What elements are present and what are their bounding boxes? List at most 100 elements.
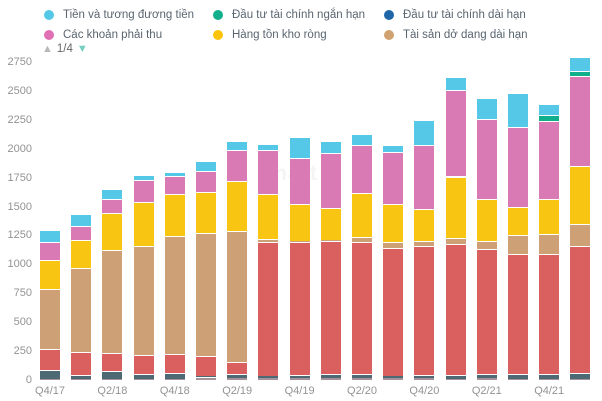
- bar-segment[interactable]: [414, 378, 435, 380]
- bar-segment[interactable]: [508, 127, 528, 207]
- bar-segment[interactable]: [71, 215, 92, 226]
- bar-segment[interactable]: [352, 378, 372, 380]
- bar-segment[interactable]: [476, 119, 497, 200]
- bar-segment[interactable]: [383, 243, 404, 248]
- bar-segment[interactable]: [227, 182, 248, 231]
- bar-segment[interactable]: [383, 146, 404, 153]
- bar-segment[interactable]: [570, 225, 591, 247]
- bar-segment[interactable]: [570, 374, 591, 379]
- bar-segment[interactable]: [258, 378, 279, 380]
- bar-segment[interactable]: [539, 200, 560, 235]
- bar-segment[interactable]: [352, 238, 372, 243]
- bar-segment[interactable]: [71, 378, 92, 380]
- bar-segment[interactable]: [570, 167, 591, 225]
- bar-segment[interactable]: [40, 231, 60, 243]
- bar-segment[interactable]: [320, 374, 341, 379]
- bar-segment[interactable]: [40, 349, 60, 370]
- bar-segment[interactable]: [227, 142, 248, 150]
- bar-segment[interactable]: [40, 261, 60, 289]
- bar-segment[interactable]: [289, 376, 310, 379]
- bar-segment[interactable]: [289, 158, 310, 204]
- bar-segment[interactable]: [227, 363, 248, 375]
- bar-segment[interactable]: [164, 194, 185, 237]
- bar-segment[interactable]: [414, 242, 435, 247]
- bar-segment[interactable]: [445, 91, 466, 177]
- bar-segment[interactable]: [445, 177, 466, 239]
- bar-segment[interactable]: [508, 236, 528, 254]
- bar-segment[interactable]: [71, 226, 92, 240]
- bar-segment[interactable]: [476, 241, 497, 249]
- bar-segment[interactable]: [133, 375, 154, 379]
- bar-segment[interactable]: [258, 375, 279, 379]
- stacked-bar[interactable]: [539, 104, 560, 380]
- bar-segment[interactable]: [476, 200, 497, 241]
- stacked-bar[interactable]: [289, 137, 310, 380]
- bar-segment[interactable]: [164, 378, 185, 380]
- bar-segment[interactable]: [133, 246, 154, 356]
- stacked-bar[interactable]: [414, 120, 435, 380]
- bar-segment[interactable]: [414, 209, 435, 242]
- legend-item[interactable]: Tiền và tương đương tiền: [44, 7, 194, 23]
- bar-segment[interactable]: [352, 135, 372, 146]
- legend-item[interactable]: Đầu tư tài chính dài hạn: [384, 7, 526, 23]
- bar-segment[interactable]: [570, 76, 591, 167]
- bar-segment[interactable]: [352, 375, 372, 379]
- bar-segment[interactable]: [320, 239, 341, 242]
- bar-segment[interactable]: [476, 374, 497, 379]
- bar-segment[interactable]: [40, 243, 60, 261]
- bar-segment[interactable]: [445, 378, 466, 380]
- bar-segment[interactable]: [196, 356, 216, 376]
- bar-segment[interactable]: [539, 374, 560, 379]
- bar-segment[interactable]: [320, 242, 341, 374]
- stacked-bar[interactable]: [40, 230, 60, 380]
- bar-segment[interactable]: [196, 233, 216, 356]
- bar-segment[interactable]: [227, 231, 248, 363]
- bar-segment[interactable]: [414, 121, 435, 146]
- bar-segment[interactable]: [320, 378, 341, 380]
- bar-segment[interactable]: [320, 142, 341, 154]
- bar-segment[interactable]: [539, 116, 560, 121]
- bar-segment[interactable]: [508, 254, 528, 374]
- bar-segment[interactable]: [164, 354, 185, 374]
- bar-segment[interactable]: [383, 205, 404, 243]
- bar-segment[interactable]: [227, 150, 248, 182]
- legend-item[interactable]: Tài sản dở dang dài hạn: [384, 27, 528, 43]
- bar-segment[interactable]: [539, 105, 560, 116]
- bar-segment[interactable]: [102, 378, 123, 380]
- bar-segment[interactable]: [71, 353, 92, 376]
- bar-segment[interactable]: [508, 374, 528, 379]
- bar-segment[interactable]: [289, 204, 310, 241]
- stacked-bar[interactable]: [71, 214, 92, 380]
- legend-item[interactable]: Hàng tồn kho ròng: [213, 27, 327, 43]
- bar-segment[interactable]: [133, 356, 154, 375]
- bar-segment[interactable]: [102, 213, 123, 250]
- bar-segment[interactable]: [196, 192, 216, 233]
- bar-segment[interactable]: [196, 162, 216, 171]
- bar-segment[interactable]: [258, 242, 279, 376]
- stacked-bar[interactable]: [383, 145, 404, 380]
- bar-segment[interactable]: [196, 378, 216, 380]
- bar-segment[interactable]: [539, 254, 560, 374]
- bar-segment[interactable]: [258, 151, 279, 194]
- stacked-bar[interactable]: [102, 189, 123, 380]
- bar-segment[interactable]: [508, 378, 528, 380]
- bar-segment[interactable]: [71, 240, 92, 269]
- bar-segment[interactable]: [383, 378, 404, 380]
- bar-segment[interactable]: [102, 372, 123, 379]
- bar-segment[interactable]: [227, 378, 248, 380]
- bar-segment[interactable]: [164, 176, 185, 194]
- bar-segment[interactable]: [133, 175, 154, 180]
- bar-segment[interactable]: [414, 146, 435, 209]
- bar-segment[interactable]: [570, 58, 591, 71]
- bar-segment[interactable]: [102, 250, 123, 353]
- bar-segment[interactable]: [40, 370, 60, 379]
- bar-segment[interactable]: [476, 249, 497, 374]
- bar-segment[interactable]: [320, 209, 341, 240]
- bar-segment[interactable]: [383, 248, 404, 376]
- bar-segment[interactable]: [445, 78, 466, 91]
- bar-segment[interactable]: [71, 269, 92, 353]
- bar-segment[interactable]: [445, 239, 466, 244]
- bar-segment[interactable]: [164, 172, 185, 176]
- bar-segment[interactable]: [383, 153, 404, 205]
- stacked-bar[interactable]: [352, 134, 372, 380]
